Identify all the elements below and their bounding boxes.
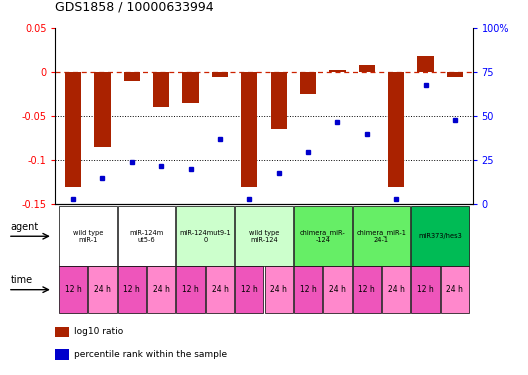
Text: percentile rank within the sample: percentile rank within the sample [74, 350, 227, 359]
Text: agent: agent [11, 222, 39, 232]
Text: miR-124m
ut5-6: miR-124m ut5-6 [129, 230, 164, 243]
Text: wild type
miR-1: wild type miR-1 [72, 230, 103, 243]
Text: 24 h: 24 h [212, 285, 229, 294]
Text: miR-124mut9-1
0: miR-124mut9-1 0 [180, 230, 231, 243]
Text: log10 ratio: log10 ratio [74, 327, 123, 336]
Bar [183, 72, 199, 103]
Text: 24 h: 24 h [329, 285, 346, 294]
Text: 24 h: 24 h [270, 285, 287, 294]
Bar [329, 69, 345, 72]
Bar [95, 72, 110, 147]
Bar [300, 72, 316, 94]
Bar [418, 56, 433, 72]
Text: 24 h: 24 h [447, 285, 464, 294]
Bar [65, 72, 81, 187]
Bar [271, 72, 287, 129]
Bar [388, 72, 404, 187]
Text: chimera_miR-
-124: chimera_miR- -124 [300, 230, 346, 243]
Text: 24 h: 24 h [94, 285, 111, 294]
Bar [124, 72, 140, 81]
Text: 12 h: 12 h [359, 285, 375, 294]
Bar [153, 72, 169, 107]
Text: 12 h: 12 h [124, 285, 140, 294]
Bar [212, 72, 228, 76]
Text: time: time [11, 275, 33, 285]
Text: wild type
miR-124: wild type miR-124 [249, 230, 279, 243]
Text: 12 h: 12 h [417, 285, 434, 294]
Text: 12 h: 12 h [182, 285, 199, 294]
Bar [447, 72, 463, 76]
Text: 12 h: 12 h [65, 285, 81, 294]
Bar [241, 72, 257, 187]
Text: 24 h: 24 h [153, 285, 169, 294]
Text: 12 h: 12 h [241, 285, 258, 294]
Text: GDS1858 / 10000633994: GDS1858 / 10000633994 [55, 0, 214, 13]
Text: 12 h: 12 h [300, 285, 316, 294]
Text: miR373/hes3: miR373/hes3 [418, 233, 462, 239]
Bar [359, 65, 375, 72]
Text: chimera_miR-1
24-1: chimera_miR-1 24-1 [356, 230, 407, 243]
Text: 24 h: 24 h [388, 285, 404, 294]
